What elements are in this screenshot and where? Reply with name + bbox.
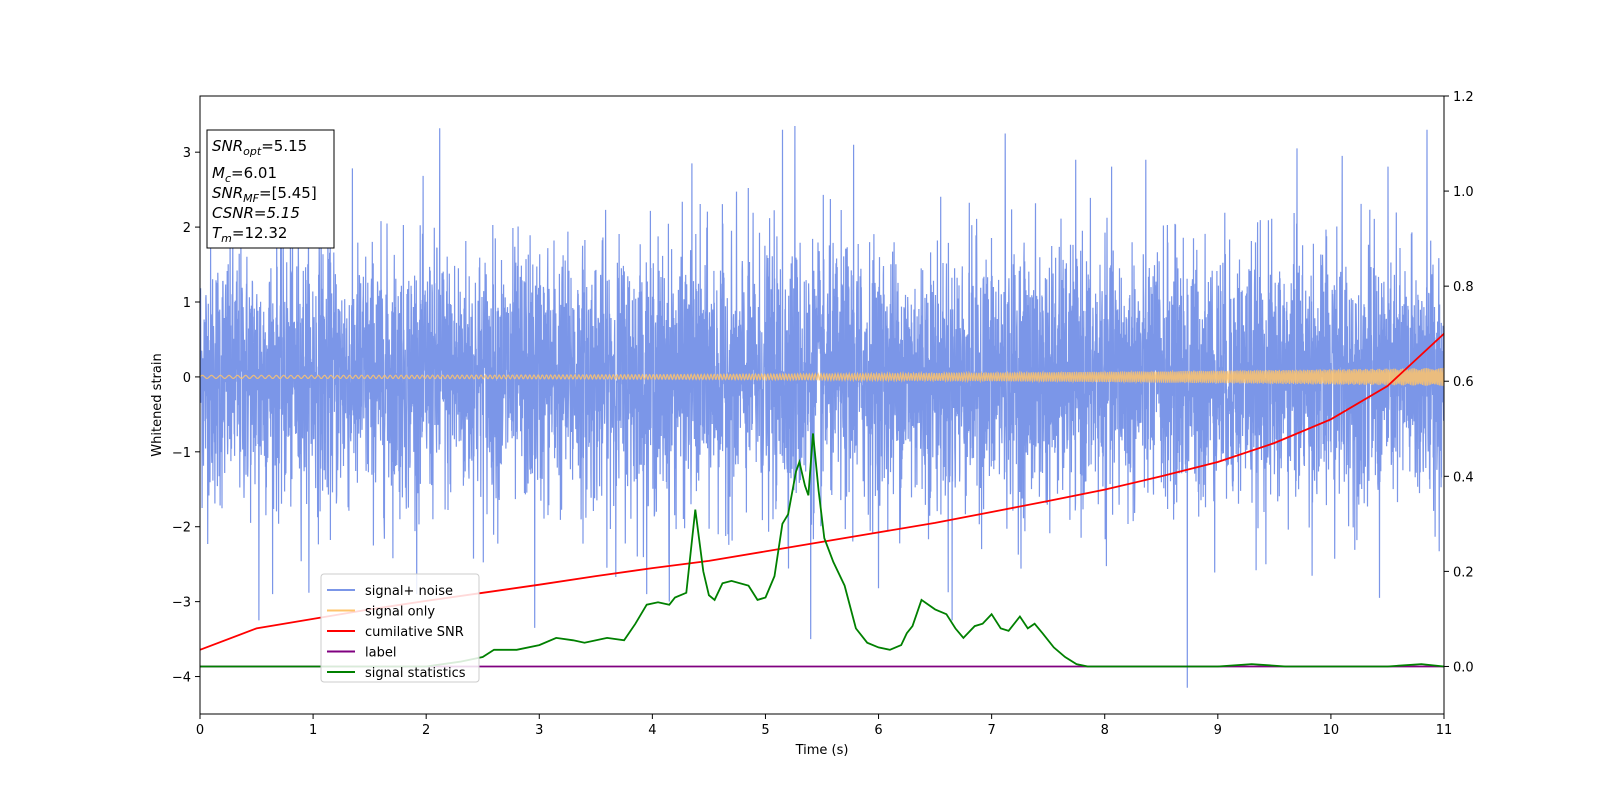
info-mc: Mc=6.01 [212,164,277,185]
x-tick-label: 5 [761,723,769,738]
info-box-frame [206,129,335,249]
info-snr-mf: SNRMF=[5.45] [212,184,317,205]
x-axis: 0 1 2 3 4 5 6 7 8 9 10 11 [196,714,1452,738]
legend-label: signal statistics [365,666,466,681]
x-axis-label: Time (s) [795,743,849,758]
y-left-tick-label: 0 [183,371,191,386]
legend-label: signal only [365,605,435,620]
y-left-tick-label: 1 [183,296,191,311]
legend-label: cumilative SNR [365,625,464,640]
info-snr-opt: SNRopt=5.15 [212,137,307,158]
legend-signal-noise: signal+ noise [327,584,453,599]
x-tick-label: 7 [987,723,995,738]
y-right-tick-label: 1.0 [1453,185,1474,200]
x-tick-label: 1 [309,723,317,738]
y-right-tick-label: 1.2 [1453,90,1474,105]
x-tick-label: 6 [874,723,882,738]
series-signal-only [200,367,1444,386]
legend: signal+ noise signal only cumilative SNR la… [320,573,480,683]
y-axis-right: 0.0 0.2 0.4 0.6 0.8 1.0 1.2 [1444,90,1474,675]
y-right-tick-label: 0.0 [1453,660,1474,675]
legend-label: label [327,646,396,661]
x-tick-label: 11 [1436,723,1453,738]
y-right-tick-label: 0.2 [1453,565,1474,580]
y-left-tick-label: −1 [172,446,191,461]
x-tick-label: 4 [648,723,656,738]
y-left-tick-label: 3 [183,146,191,161]
y-axis-label-left: Whitened strain [150,353,165,456]
series-signal-statistics [200,433,1444,668]
y-left-tick-label: −4 [172,671,191,686]
x-tick-label: 10 [1323,723,1340,738]
legend-frame [320,573,480,683]
y-axis-left: −4 −3 −2 −1 0 1 2 3 [172,146,200,686]
legend-label: signal+ noise [365,584,453,599]
info-box: SNRopt=5.15 Mc=6.01 SNRMF=[5.45] CSNR=5.… [206,129,335,249]
y-left-tick-label: −2 [172,521,191,536]
y-right-tick-label: 0.6 [1453,375,1474,390]
legend-signal-statistics: signal statistics [327,666,466,681]
y-left-tick-label: 2 [183,221,191,236]
info-tm: Tm=12.32 [212,224,287,245]
plot-frame [199,95,1445,715]
legend-cumilative-snr: cumilative SNR [327,625,464,640]
x-tick-label: 0 [196,723,204,738]
x-tick-label: 9 [1214,723,1222,738]
legend-label: label [365,646,396,661]
legend-signal-only: signal only [327,605,435,620]
x-tick-label: 2 [422,723,430,738]
y-right-tick-label: 0.8 [1453,280,1474,295]
x-tick-label: 3 [535,723,543,738]
y-right-tick-label: 0.4 [1453,470,1474,485]
y-left-tick-label: −3 [172,596,191,611]
x-tick-label: 8 [1101,723,1109,738]
info-csnr: CSNR=5.15 [212,204,300,222]
